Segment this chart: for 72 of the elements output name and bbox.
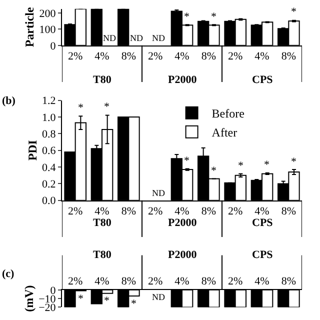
x-tick-label: 8% [281, 206, 296, 218]
data-label: * [104, 295, 110, 307]
y-tick-label: 0.6 [42, 145, 56, 158]
y-tick-label: 0.0 [42, 195, 56, 208]
chart-title: (c) [2, 268, 15, 280]
text: T80 [93, 217, 112, 229]
x-tick-label: 4% [94, 50, 110, 63]
text: CPS [252, 217, 273, 229]
y-tick-label: 0.8 [42, 128, 56, 141]
x-tick-label: 8% [281, 276, 296, 288]
x-tick-label: 8% [121, 50, 136, 63]
x-tick-label: 2% [68, 276, 83, 288]
x-tick-label: 4% [94, 206, 110, 218]
text: T80 [93, 249, 112, 261]
x-tick-label: 4% [254, 50, 270, 63]
text: P2000 [168, 74, 198, 86]
x-tick-label: 4% [174, 206, 190, 218]
x-tick-label: 4% [254, 276, 270, 288]
x-tick-label: 2% [148, 206, 163, 218]
legend-label: Before [212, 106, 244, 121]
x-tick-label: 8% [201, 206, 216, 218]
x-tick-label: 2% [68, 50, 83, 63]
y-tick-label: 0.2 [42, 178, 56, 191]
text: ND [130, 33, 143, 43]
data-label: * [78, 102, 84, 114]
x-tick-label: 4% [174, 50, 190, 63]
x-tick-label: 2% [228, 50, 243, 63]
x-tick-label: 2% [228, 206, 243, 218]
data-label: * [291, 6, 296, 18]
text: ND [152, 188, 165, 198]
x-tick-label: 8% [281, 50, 296, 63]
data-label: * [184, 155, 190, 167]
data-label: * [211, 11, 216, 23]
x-tick-label: 2% [228, 276, 243, 288]
x-tick-label: 8% [121, 206, 136, 218]
data-label: * [78, 293, 84, 305]
y-tick-label: 1.0 [42, 112, 56, 124]
y-axis-title: (mV) [22, 285, 36, 312]
x-tick-label: 8% [121, 276, 136, 288]
text: CPS [252, 249, 273, 261]
x-tick-label: 8% [201, 50, 216, 63]
data-label: * [211, 165, 216, 177]
y-axis-title: Particle [22, 6, 37, 48]
x-tick-label: 4% [94, 276, 110, 288]
text: T80 [93, 74, 112, 86]
data-label: * [104, 101, 110, 113]
y-tick-label: 1.2 [42, 95, 56, 108]
x-tick-label: 8% [201, 276, 216, 288]
x-tick-label: 2% [148, 50, 163, 63]
text: P2000 [168, 249, 198, 261]
x-tick-label: 4% [174, 276, 190, 288]
text: P2000 [168, 217, 198, 229]
data-label: * [291, 156, 296, 168]
data-label: * [264, 159, 270, 171]
text: ND [152, 33, 165, 43]
text: ND [103, 33, 116, 43]
x-tick-label: 2% [148, 276, 163, 288]
text: ND [152, 292, 165, 302]
y-tick-label: 100 [39, 24, 56, 36]
legend-label: After [212, 126, 238, 140]
y-tick-label: 0.4 [42, 162, 56, 174]
y-tick-label: 0 [50, 40, 56, 52]
y-tick-label: 200 [39, 8, 56, 20]
data-label: * [184, 11, 190, 23]
text: CPS [252, 74, 273, 86]
chart-title: (b) [2, 95, 16, 107]
y-axis-title: PDI [25, 140, 40, 161]
y-tick-label: −20 [38, 302, 56, 314]
data-label: * [238, 160, 244, 172]
data-label: * [131, 298, 136, 310]
x-tick-label: 2% [68, 206, 83, 218]
x-tick-label: 4% [254, 206, 270, 218]
